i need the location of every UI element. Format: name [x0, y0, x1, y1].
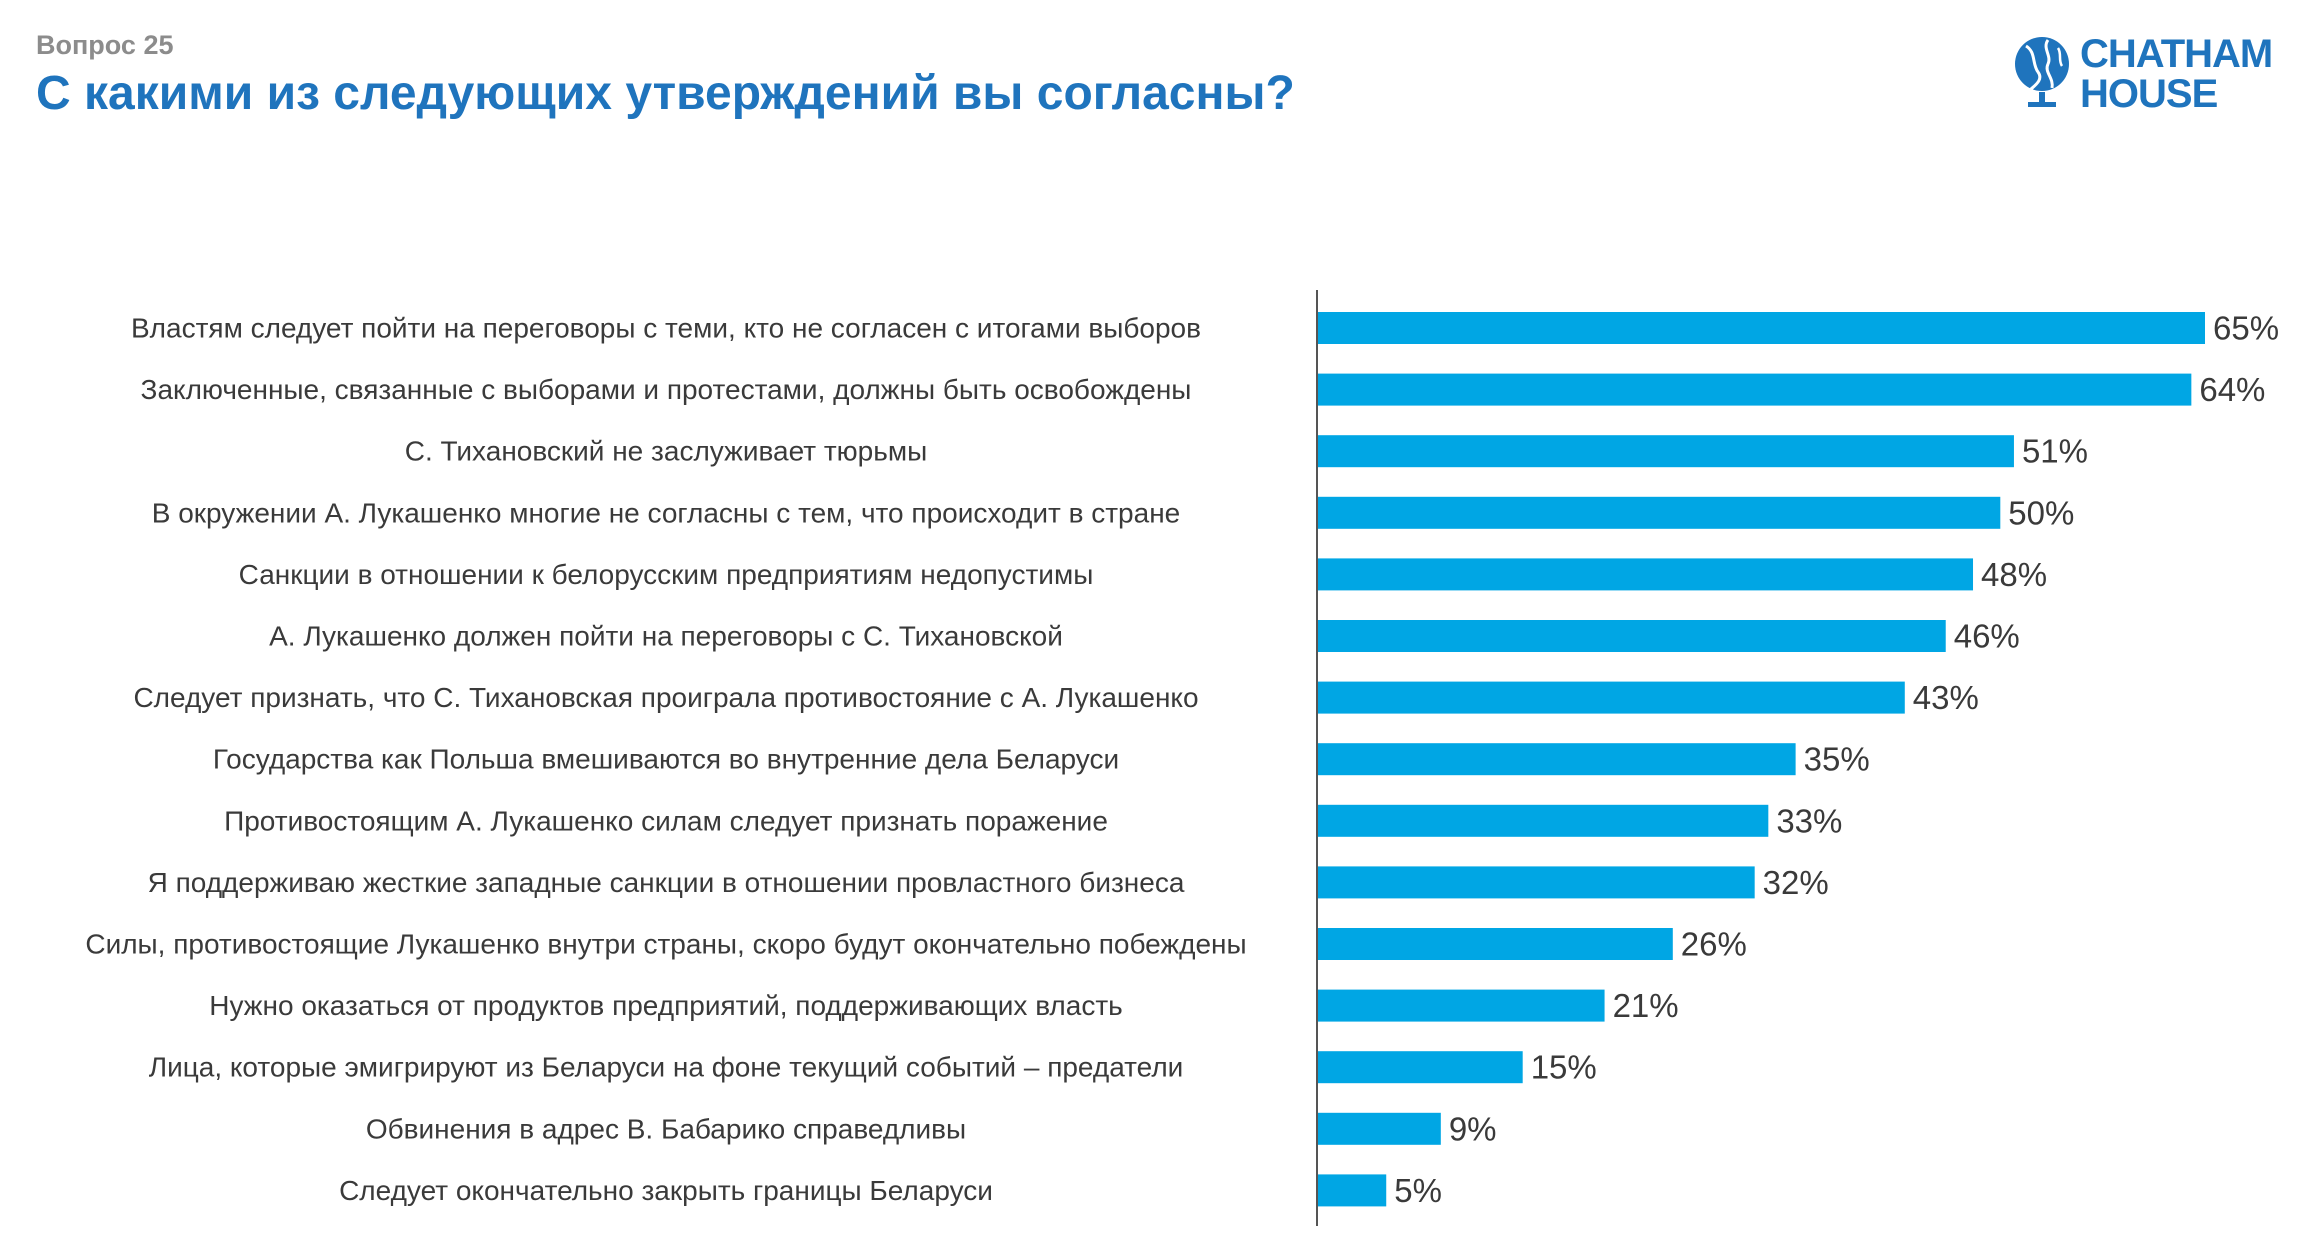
- bar: [1318, 743, 1796, 776]
- bar: [1318, 620, 1946, 652]
- data-label: 48%: [1981, 556, 2047, 593]
- data-label: 32%: [1763, 864, 1829, 901]
- data-label: 51%: [2022, 433, 2088, 470]
- category-label: Государства как Польша вмешиваются во вн…: [213, 744, 1119, 775]
- category-label: В окружении А. Лукашенко многие не согла…: [152, 497, 1180, 528]
- bar: [1318, 804, 1769, 837]
- category-label: С. Тихановский не заслуживает тюрьмы: [405, 436, 927, 467]
- globe-icon: [2015, 37, 2069, 107]
- bar: [1318, 373, 2192, 406]
- category-label: Я поддерживаю жесткие западные санкции в…: [148, 867, 1185, 898]
- data-label: 65%: [2213, 310, 2279, 347]
- page-title: С какими из следующих утверждений вы сог…: [36, 67, 1295, 120]
- category-label: Противостоящим А. Лукашенко силам следуе…: [224, 805, 1108, 836]
- data-label: 33%: [1776, 802, 1842, 839]
- bar: [1318, 989, 1605, 1022]
- bar: [1318, 928, 1673, 960]
- logo-line1: CHATHAM: [2080, 32, 2273, 76]
- category-label: Санкции в отношении к белорусским предпр…: [239, 559, 1094, 590]
- bar: [1318, 681, 1905, 714]
- bar: [1318, 558, 1974, 591]
- data-label: 15%: [1531, 1049, 1597, 1086]
- bar: [1318, 1051, 1523, 1084]
- bar: [1318, 496, 2001, 529]
- question-label: Вопрос 25: [36, 30, 174, 60]
- data-label: 5%: [1394, 1172, 1442, 1209]
- logo-line2: HOUSE: [2080, 72, 2218, 116]
- bar-chart: Властям следует пойти на переговоры с те…: [85, 290, 2279, 1226]
- bar: [1318, 435, 2014, 468]
- data-label: 50%: [2008, 494, 2074, 531]
- data-label: 21%: [1613, 987, 1679, 1024]
- category-label: А. Лукашенко должен пойти на переговоры …: [269, 621, 1063, 652]
- category-label: Лица, которые эмигрируют из Беларуси на …: [149, 1052, 1184, 1083]
- bar: [1318, 866, 1755, 899]
- category-label: Силы, противостоящие Лукашенко внутри ст…: [85, 929, 1246, 960]
- category-label: Нужно оказаться от продуктов предприятий…: [209, 990, 1123, 1021]
- category-label: Следует признать, что С. Тихановская про…: [133, 682, 1198, 713]
- data-label: 64%: [2199, 371, 2265, 408]
- category-label: Обвинения в адрес В. Бабарико справедлив…: [366, 1113, 966, 1144]
- category-label: Заключенные, связанные с выборами и прот…: [141, 374, 1192, 405]
- category-label: Властям следует пойти на переговоры с те…: [131, 313, 1201, 344]
- bar: [1318, 1174, 1387, 1207]
- data-label: 9%: [1449, 1110, 1497, 1147]
- category-label: Следует окончательно закрыть границы Бел…: [339, 1175, 993, 1206]
- data-label: 35%: [1804, 741, 1870, 778]
- bar: [1318, 1112, 1441, 1145]
- data-label: 46%: [1954, 618, 2020, 655]
- data-label: 43%: [1913, 679, 1979, 716]
- bar: [1318, 312, 2205, 344]
- data-label: 26%: [1681, 926, 1747, 963]
- chatham-house-logo: CHATHAM HOUSE: [2012, 34, 2304, 118]
